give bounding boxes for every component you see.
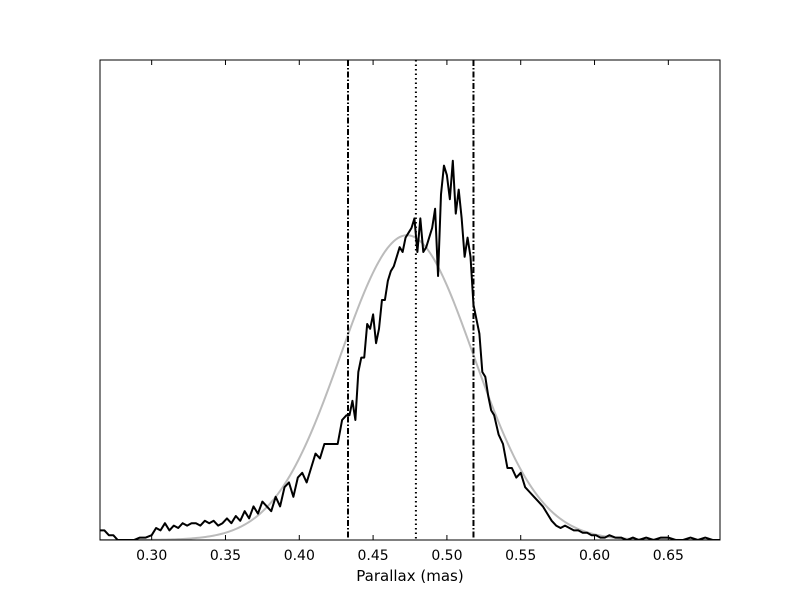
x-tick-label: 0.60 [579,548,610,564]
x-tick-label: 0.55 [505,548,536,564]
x-tick-label: 0.45 [358,548,389,564]
x-tick-label: 0.65 [653,548,684,564]
x-tick-label: 0.50 [431,548,462,564]
gaussian-fit-curve [100,234,720,540]
x-tick-label: 0.35 [210,548,241,564]
plot-frame [99,59,721,541]
x-tick-label: 0.40 [284,548,315,564]
parallax-distribution-line [100,159,720,540]
x-tick-label: 0.30 [136,548,167,564]
x-axis-label: Parallax (mas) [356,567,463,585]
